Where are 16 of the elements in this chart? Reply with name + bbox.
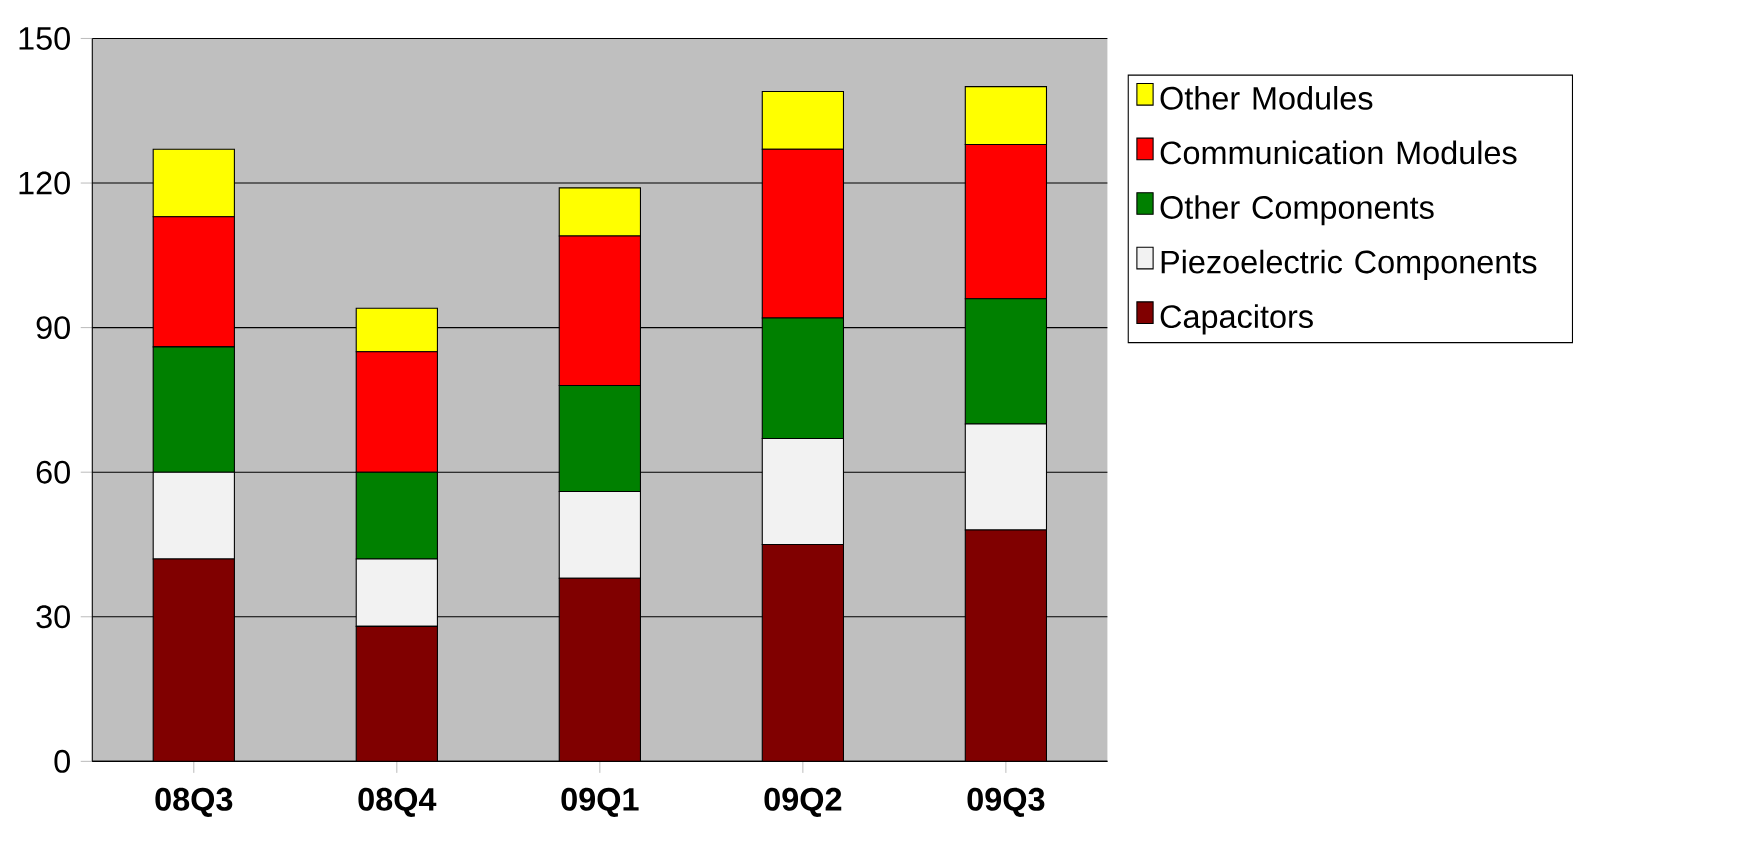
legend-label: Other Modules: [1160, 86, 1373, 110]
x-tick-label: 08Q3: [155, 788, 233, 818]
legend-label: Communication Modules: [1160, 140, 1517, 165]
y-tick-label: 30: [36, 605, 70, 629]
y-tick-label: 90: [36, 316, 70, 340]
y-tick-label: 120: [19, 171, 70, 195]
x-tick-label: 09Q2: [764, 788, 842, 818]
legend-label: Capacitors: [1160, 304, 1313, 335]
y-tick-label: 150: [19, 27, 70, 51]
y-tick-label: 0: [54, 750, 70, 773]
x-tick-label: 09Q3: [967, 788, 1045, 818]
legend-label: Piezoelectric Components: [1161, 249, 1537, 281]
x-tick-label: 08Q4: [358, 788, 437, 818]
legend-label: Other Components: [1160, 195, 1434, 226]
x-tick-label: 09Q1: [561, 788, 639, 818]
y-tick-label: 60: [36, 460, 70, 484]
